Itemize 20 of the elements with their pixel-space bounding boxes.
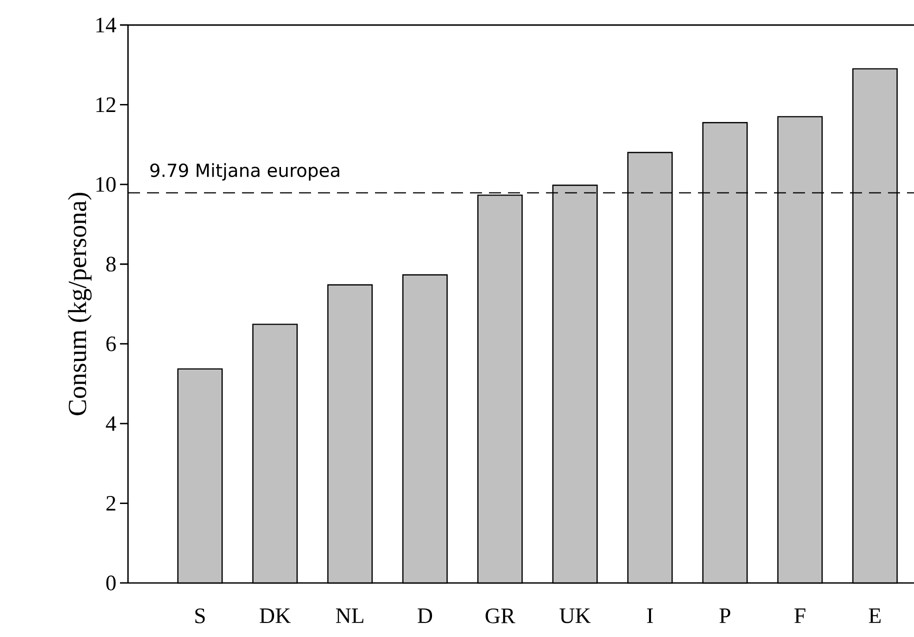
x-tick-label: D [418, 608, 432, 623]
ref-line-label: 9.79 Mitjana europea [150, 163, 340, 181]
y-tick-label: 2 [106, 496, 116, 511]
x-tick-label: GR [486, 608, 516, 624]
y-tick-label: 10 [96, 176, 116, 192]
x-tick-label: DK [260, 608, 291, 623]
y-tick-label: 4 [106, 416, 116, 431]
y-tick-label: 6 [106, 336, 116, 352]
x-tick-label: S [195, 608, 205, 624]
y-axis-title: Consum (kg/persona) [68, 192, 92, 416]
x-tick-label: E [868, 608, 881, 623]
y-tick-label: 0 [106, 576, 116, 590]
y-tick-label: 14 [96, 18, 116, 32]
x-tick-label: P [720, 608, 730, 623]
x-tick-label: NL [336, 608, 364, 623]
x-tick-label: F [794, 608, 806, 623]
x-tick-label: UK [560, 608, 591, 624]
x-tick-label: I [647, 608, 653, 623]
y-tick-label: 8 [106, 256, 116, 272]
y-tick-label: 12 [96, 97, 116, 112]
